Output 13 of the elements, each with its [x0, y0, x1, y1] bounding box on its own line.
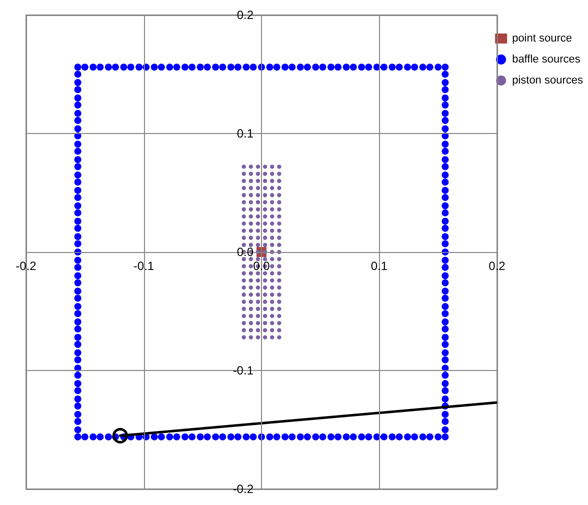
y-tick-label: 0.0: [236, 245, 254, 259]
x-tick-label: 0.1: [370, 259, 388, 273]
y-tick-label: -0.2: [232, 482, 254, 496]
x-tick-label: -0.2: [16, 259, 37, 273]
x-tick-label: 0.0: [253, 259, 270, 273]
legend-label: baffle sources: [512, 54, 581, 66]
legend-label: piston sources: [512, 74, 584, 86]
legend-label: point source: [512, 32, 572, 44]
y-tick-label: 0.2: [236, 8, 254, 22]
x-tick-label: -0.1: [133, 259, 154, 273]
y-tick-label: 0.1: [236, 126, 254, 140]
y-tick-label: -0.1: [232, 364, 254, 378]
x-tick-label: 0.2: [488, 259, 506, 273]
